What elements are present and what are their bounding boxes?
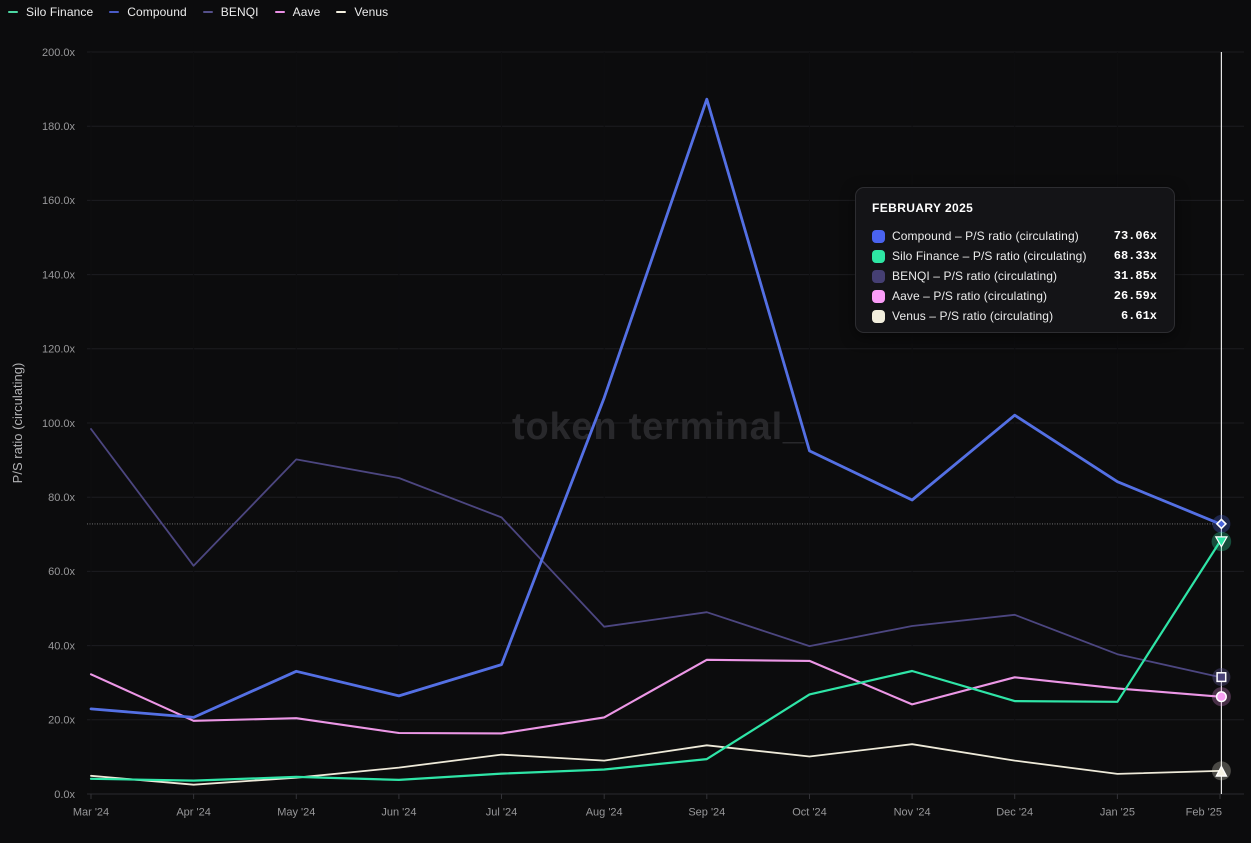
svg-text:60.0x: 60.0x	[48, 566, 75, 578]
svg-text:140.0x: 140.0x	[42, 269, 76, 281]
svg-text:120.0x: 120.0x	[42, 344, 76, 356]
svg-text:Nov '24: Nov '24	[894, 807, 931, 819]
svg-text:Aug '24: Aug '24	[586, 807, 623, 819]
svg-text:Mar '24: Mar '24	[73, 807, 109, 819]
svg-text:0.0x: 0.0x	[54, 789, 75, 801]
svg-text:Apr '24: Apr '24	[176, 807, 211, 819]
svg-text:40.0x: 40.0x	[48, 640, 75, 652]
svg-text:token terminal_: token terminal_	[512, 406, 805, 448]
svg-text:Jun '24: Jun '24	[381, 807, 416, 819]
svg-text:Sep '24: Sep '24	[688, 807, 725, 819]
svg-text:100.0x: 100.0x	[42, 418, 76, 430]
svg-text:180.0x: 180.0x	[42, 121, 76, 133]
svg-text:May '24: May '24	[277, 807, 315, 819]
svg-text:Feb '25: Feb '25	[1186, 807, 1222, 819]
svg-text:200.0x: 200.0x	[42, 47, 76, 59]
svg-text:160.0x: 160.0x	[42, 195, 76, 207]
svg-text:Jul '24: Jul '24	[486, 807, 517, 819]
svg-text:Dec '24: Dec '24	[996, 807, 1033, 819]
svg-text:Oct '24: Oct '24	[792, 807, 827, 819]
svg-text:20.0x: 20.0x	[48, 715, 75, 727]
svg-text:Jan '25: Jan '25	[1100, 807, 1135, 819]
svg-text:P/S ratio (circulating): P/S ratio (circulating)	[10, 363, 25, 484]
svg-text:80.0x: 80.0x	[48, 492, 75, 504]
